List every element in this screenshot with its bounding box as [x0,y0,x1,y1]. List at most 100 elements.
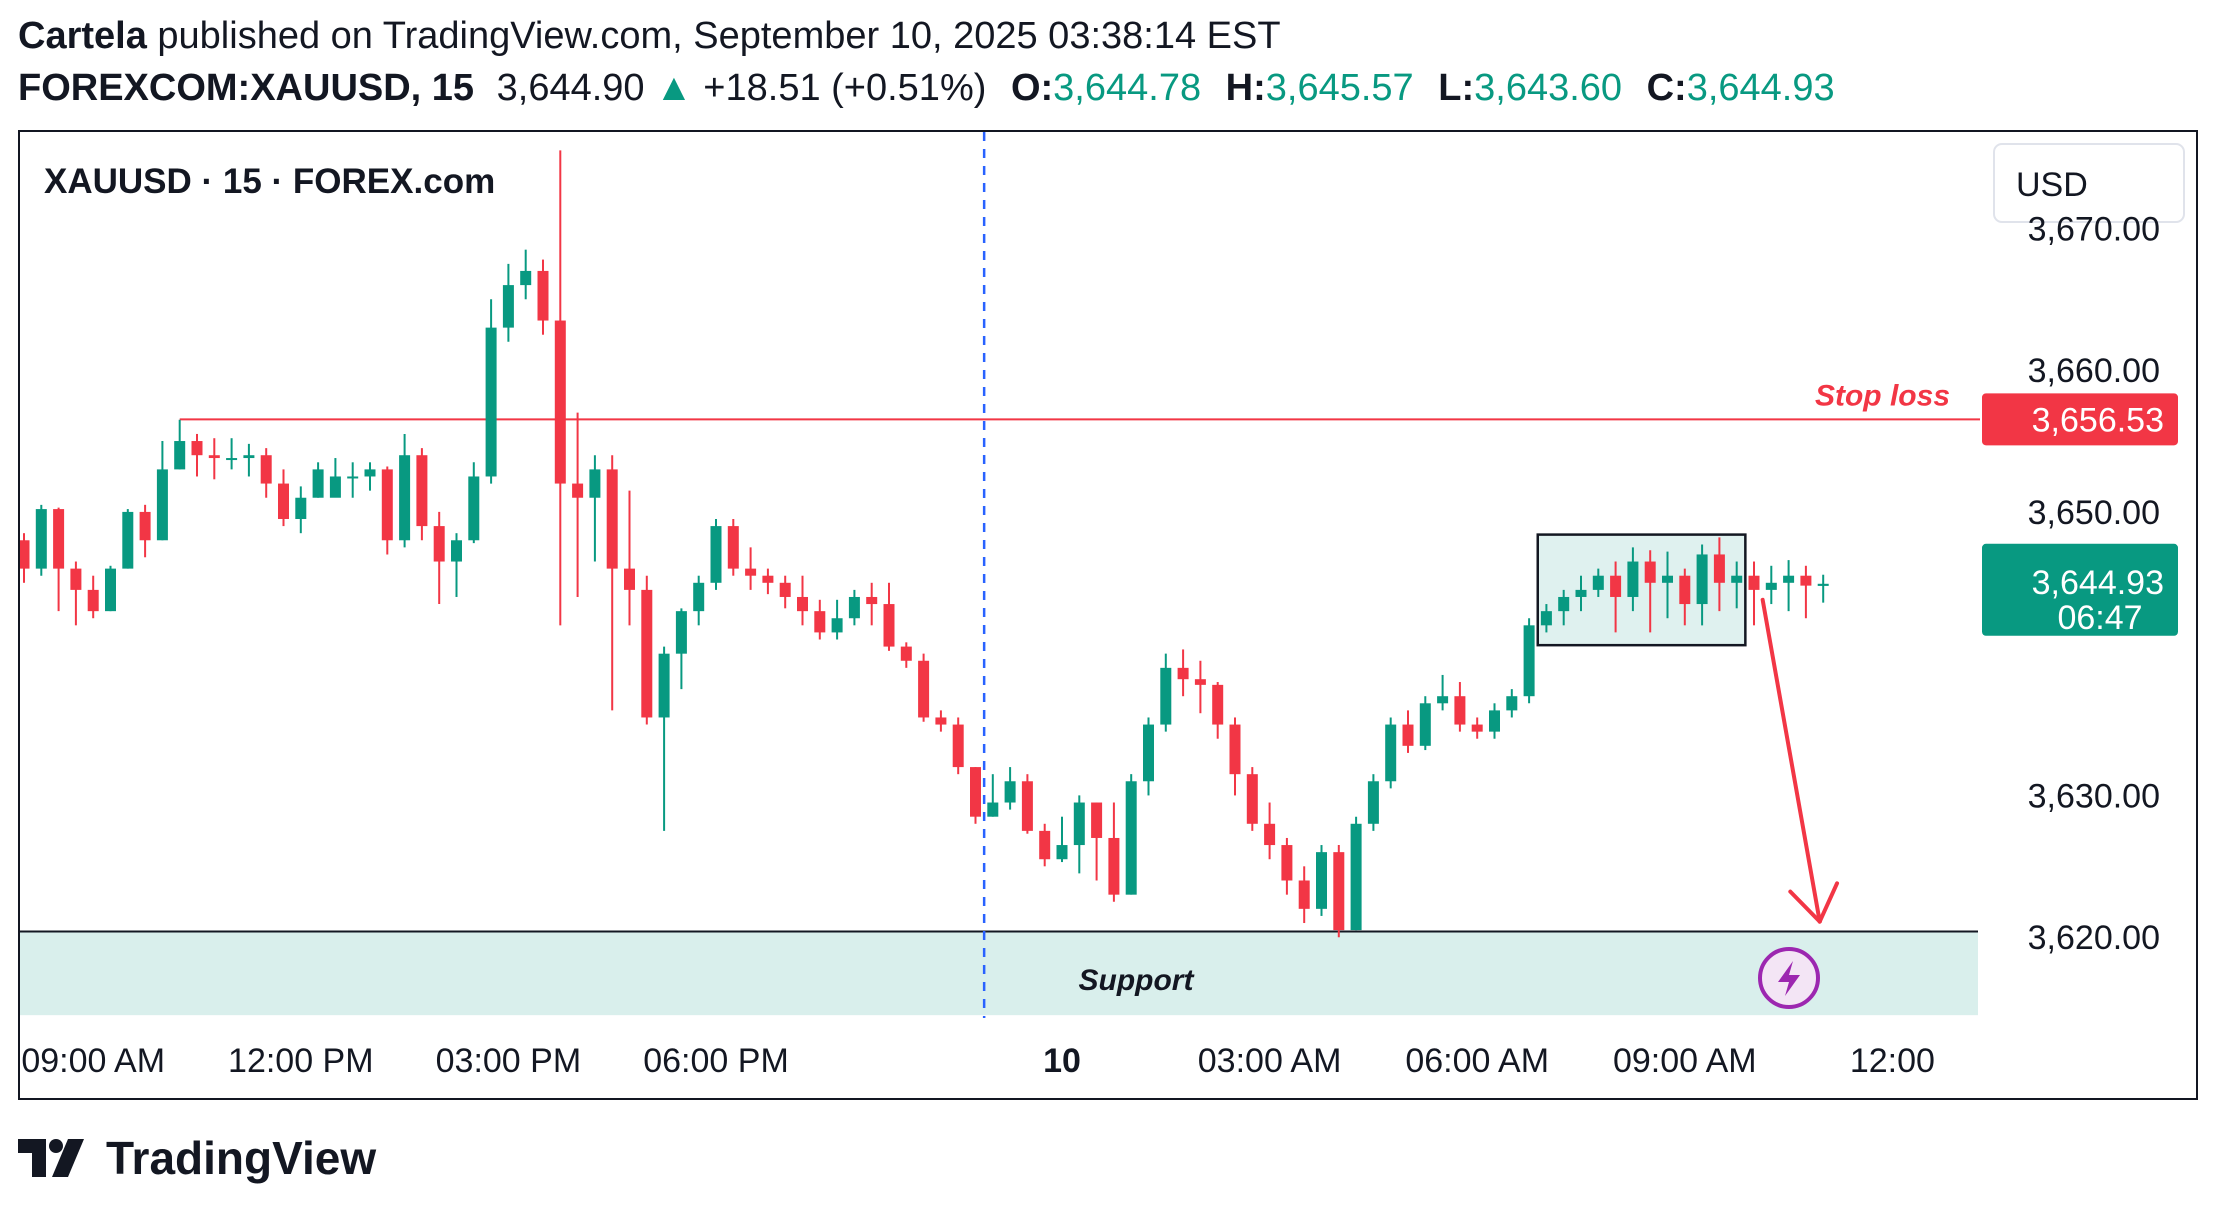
candle-body [745,568,757,576]
candle-body [1039,830,1051,860]
author-name[interactable]: Cartela [18,15,147,57]
x-tick-label: 03:00 AM [1198,1042,1342,1080]
candle-body [156,469,168,541]
chart-frame [18,130,2198,1100]
candle-body [20,540,30,569]
candle-body [468,476,480,541]
candle-body [1143,724,1154,782]
candle-body [1333,852,1345,931]
candle-body [641,589,653,718]
tradingview-branding[interactable]: TradingView [18,1128,376,1188]
candle-body [1437,696,1449,704]
consolidation-box [1536,533,1747,647]
x-tick-label: 09:00 AM [1613,1042,1757,1080]
candle-body [675,611,687,654]
stop-loss-price-value: 3,656.53 [2032,401,2164,439]
published-text: published on TradingView.com, September … [157,15,1281,57]
x-tick-label: 03:00 PM [436,1042,582,1080]
last-price-value: 3,644.93 [2032,564,2164,602]
candle-body [589,469,601,498]
brand-name: TradingView [106,1132,377,1184]
close-value: 3,644.93 [1686,67,1835,109]
candle-body [866,596,878,605]
low-value: 3,643.60 [1474,67,1623,109]
candle-body [1627,561,1639,597]
candle-body [1194,679,1206,685]
candle-body [1783,575,1795,583]
candle-body [70,568,82,590]
candle-body [1523,625,1535,697]
candle-body [105,568,116,612]
y-tick-label: 3,650.00 [2028,494,2160,532]
candles-group [20,150,1829,938]
y-tick-label: 3,630.00 [2028,777,2160,815]
candle-body [624,568,635,590]
candle-body [779,582,791,597]
projection-arrow-head [1817,881,1840,924]
symbol-legend: FOREXCOM:XAUUSD, 15 3,644.90 ▲ +18.51 (+… [18,64,1835,112]
candle-body [1713,554,1725,583]
x-tick-label: 06:00 AM [1405,1042,1549,1080]
x-axis-labels: 09:00 AM 12:00 PM 03:00 PM 06:00 PM 10 03:00 … [21,1042,1935,1080]
candle-body [1558,596,1570,612]
candle-body [1125,781,1137,895]
candle-body [762,575,774,583]
candle-body [381,469,393,541]
tradingview-logo-icon [18,1139,84,1177]
candle-body [347,476,359,479]
last-price-tag [1982,543,2178,636]
open-label: O: [1010,67,1054,109]
y-tick-label: 3,620.00 [2028,919,2160,957]
candle-body [364,469,376,477]
x-tick-label: 09:00 AM [21,1042,165,1080]
candle-body [1212,684,1224,725]
candle-body [1298,880,1310,909]
candle-body [399,455,411,541]
candle-body [1402,724,1414,746]
candle-body [1748,575,1760,590]
candle-body [329,476,341,498]
candle-body [208,455,220,459]
lightning-bolt-icon [1778,961,1800,996]
candle-body [1073,802,1085,846]
stop-loss-label: Stop loss [1815,379,1950,412]
candle-body [970,767,981,817]
candle-body [1091,802,1103,838]
candle-body [1264,823,1276,846]
candle-body [1817,583,1829,586]
candle-body [122,511,134,569]
close-label: C: [1646,67,1687,109]
candle-body [433,526,445,562]
candle-body [1765,582,1777,590]
candle-body [952,724,964,768]
x-tick-label: 12:00 PM [228,1042,374,1080]
candle-body [139,511,151,541]
candle-body [1246,774,1258,824]
candle-body [1316,852,1327,909]
candle-body [1592,575,1604,590]
candle-body [848,596,860,619]
candle-body [1800,575,1812,586]
candle-body [537,270,549,321]
candle-body [278,483,289,520]
candle-body [1160,667,1172,725]
candle-body [260,455,272,484]
candle-body [987,802,999,817]
publish-line: Cartela published on TradingView.com, Se… [18,12,1281,60]
candle-body [918,660,930,718]
candle-body [87,589,99,612]
x-tick-label: 10 [1043,1042,1081,1080]
x-tick-label: 12:00 [1850,1042,1935,1080]
symbol-name[interactable]: FOREXCOM:XAUUSD, 15 [18,67,475,109]
candle-body [1471,724,1483,732]
candle-body [883,604,895,647]
candle-body [900,646,912,661]
candle-body [1367,781,1379,824]
support-label: Support [1079,964,1196,997]
low-label: L: [1438,67,1475,109]
candle-body [1575,589,1587,597]
candle-body [520,270,532,286]
candle-body [1021,781,1033,831]
x-tick-label: 06:00 PM [643,1042,789,1080]
